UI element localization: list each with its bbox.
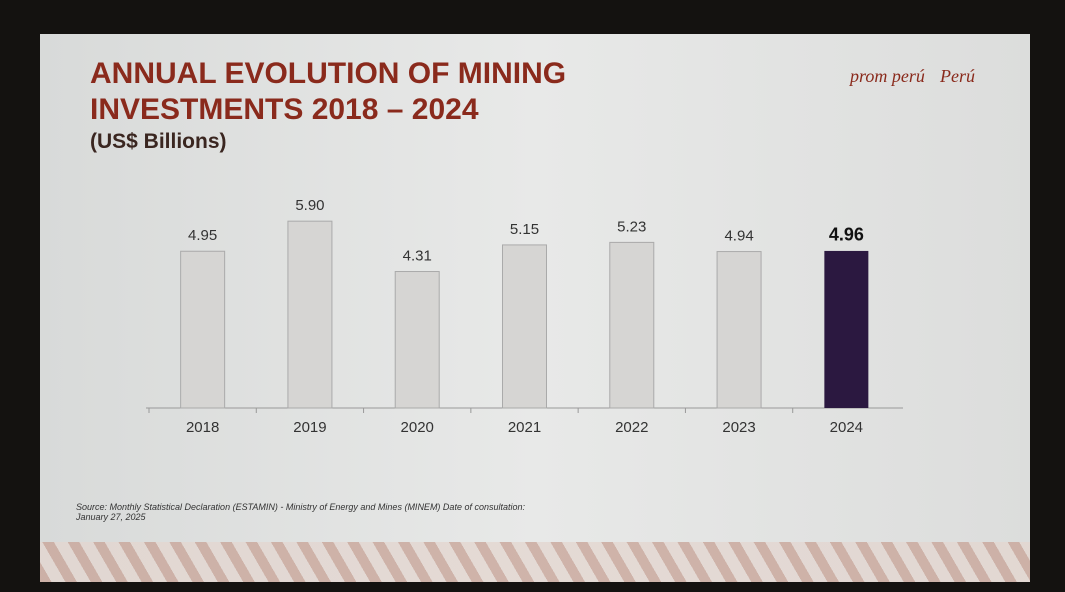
x-tick-label: 2018 bbox=[186, 419, 219, 436]
x-tick-label: 2021 bbox=[508, 419, 541, 436]
bar bbox=[503, 245, 547, 408]
bar bbox=[610, 242, 654, 408]
value-label: 4.31 bbox=[403, 247, 432, 264]
x-tick-label: 2019 bbox=[293, 419, 326, 436]
value-label: 5.15 bbox=[510, 221, 539, 238]
value-label: 4.94 bbox=[724, 228, 753, 245]
bar bbox=[288, 221, 332, 408]
x-tick-label: 2024 bbox=[830, 419, 863, 436]
bar bbox=[717, 252, 761, 408]
x-tick-label: 2020 bbox=[401, 419, 434, 436]
bar bbox=[824, 251, 868, 408]
value-label: 5.90 bbox=[295, 197, 324, 214]
x-tick-label: 2022 bbox=[615, 419, 648, 436]
value-label: 4.95 bbox=[188, 227, 217, 244]
bar bbox=[395, 272, 439, 408]
value-label: 5.23 bbox=[617, 218, 646, 235]
chart: 2018 4.95 2019 5.90 2020 4.31 2021 5.15 2022 5.23… bbox=[0, 0, 1065, 592]
bar bbox=[181, 251, 225, 408]
value-label: 4.96 bbox=[829, 225, 864, 245]
x-tick-label: 2023 bbox=[722, 419, 755, 436]
page: ANNUAL EVOLUTION OF MINING INVESTMENTS 2… bbox=[0, 0, 1065, 592]
